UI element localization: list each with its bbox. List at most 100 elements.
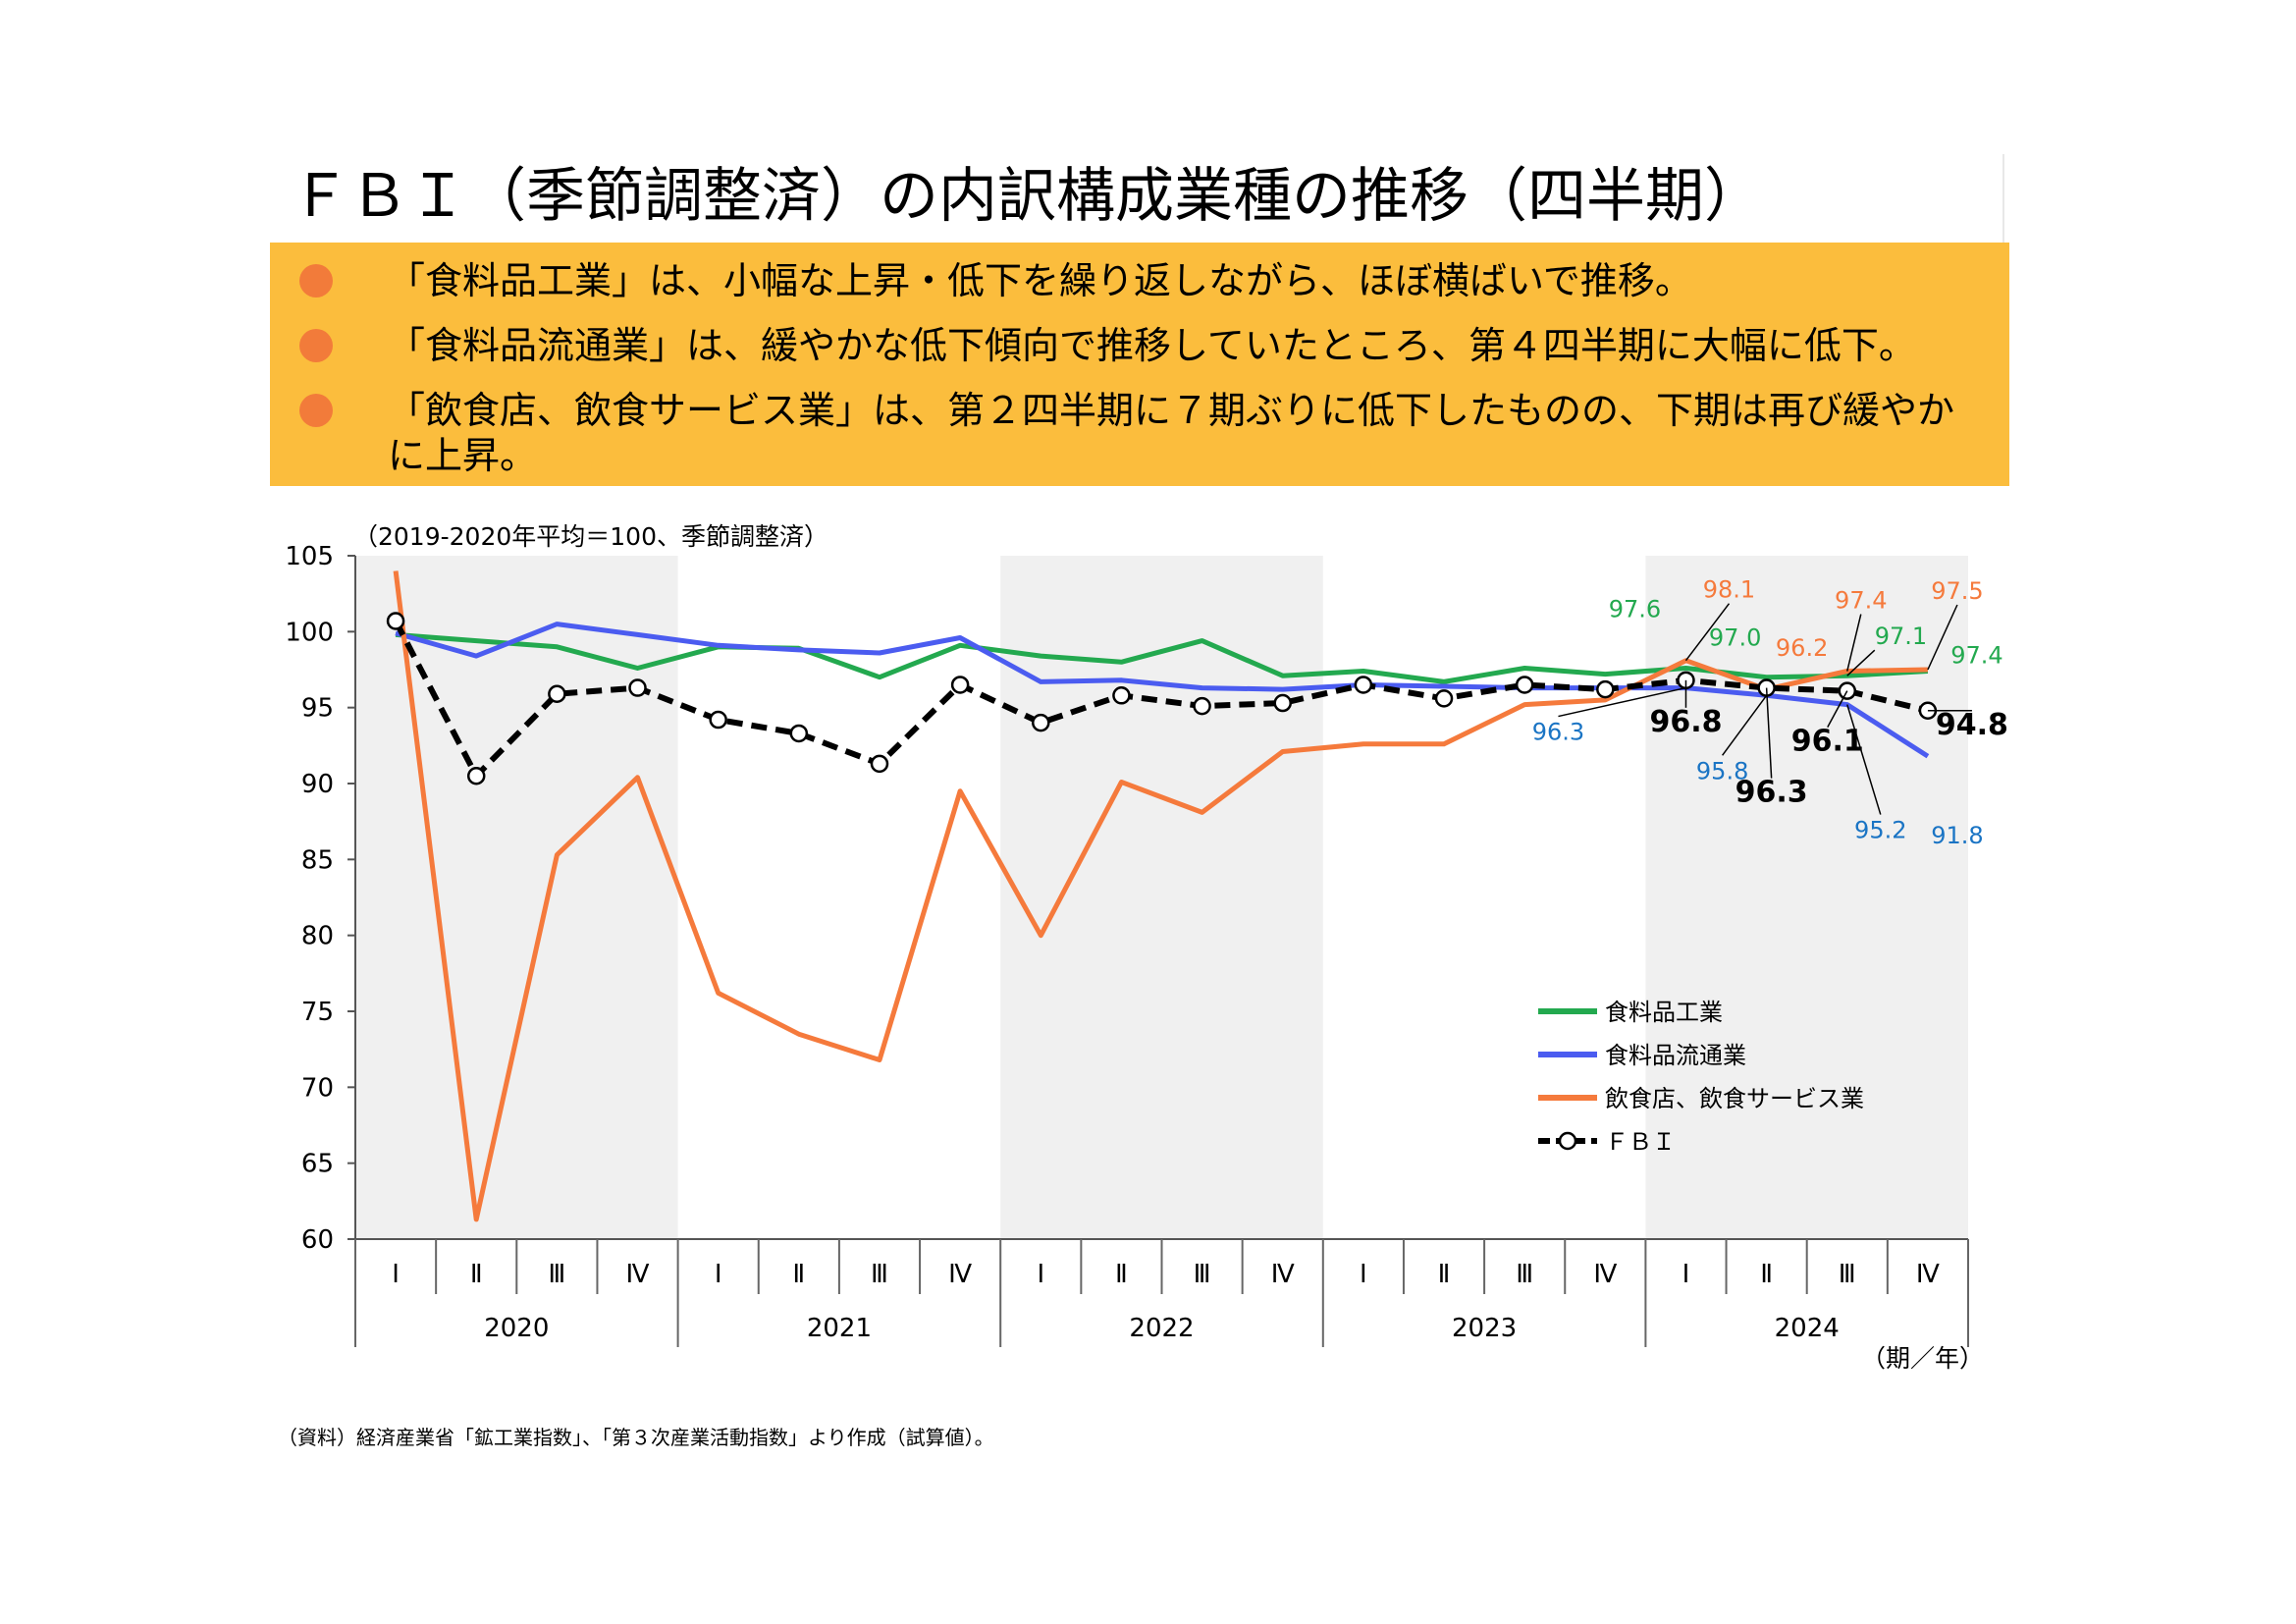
data-label: 96.2	[1776, 634, 1828, 662]
summary-box: 「食料品工業」は、小幅な上昇・低下を繰り返しながら、ほぼ横ばいで推移。 「食料品…	[270, 243, 2009, 486]
quarter-label: Ⅰ	[1682, 1260, 1690, 1289]
legend-label: ＦＢＩ	[1605, 1128, 1676, 1156]
fbi-marker	[386, 612, 405, 630]
quarter-label: Ⅱ	[792, 1260, 805, 1289]
label-leader-line	[1684, 603, 1731, 662]
quarter-label: Ⅰ	[1037, 1260, 1044, 1289]
data-labels: 97.697.0 97.197.498.196.297.4 97.596.395.8…	[1532, 576, 2008, 849]
fbi-marker	[1515, 676, 1534, 694]
summary-text: 「飲食店、飲食サービス業」は、第２四半期に７期ぶりに低下したものの、下期は再び緩…	[388, 389, 1955, 477]
quarter-label: Ⅲ	[1516, 1260, 1533, 1289]
quarter-label: Ⅳ	[1593, 1260, 1617, 1289]
quarter-label: Ⅳ	[1271, 1260, 1295, 1289]
page-title: ＦＢＩ（季節調整済）の内訳構成業種の推移（四半期）	[291, 162, 1763, 231]
year-label: 2021	[807, 1314, 872, 1343]
quarter-label: Ⅳ	[1916, 1260, 1940, 1289]
legend-label: 飲食店、飲食サービス業	[1605, 1085, 1864, 1112]
label-leader-line	[1846, 614, 1862, 672]
data-label: 98.1	[1703, 576, 1755, 604]
year-label: 2022	[1129, 1314, 1194, 1343]
data-label: 97.5	[1931, 577, 1983, 605]
data-label: 97.1	[1875, 623, 1927, 650]
fbi-marker	[1112, 686, 1131, 705]
data-label: 97.4	[1835, 587, 1887, 615]
legend-label: 食料品工業	[1605, 999, 1723, 1026]
data-label: 94.8	[1936, 708, 2008, 742]
fbi-marker	[789, 724, 809, 743]
data-label: 95.8	[1696, 757, 1748, 785]
fbi-marker	[628, 678, 647, 697]
fbi-marker	[950, 676, 970, 694]
y-tick-label: 100	[285, 618, 334, 647]
y-tick-label: 60	[301, 1225, 334, 1255]
y-tick-label: 80	[301, 922, 334, 951]
legend-label: 食料品流通業	[1605, 1042, 1746, 1069]
data-label: 96.3	[1532, 719, 1584, 746]
fbi-marker	[1596, 679, 1615, 699]
summary-text: 「食料品工業」は、小幅な上昇・低下を繰り返しながら、ほぼ横ばいで推移。	[388, 259, 1692, 302]
quarter-label: Ⅳ	[626, 1260, 650, 1289]
quarter-label: Ⅱ	[1760, 1260, 1773, 1289]
data-label: 96.1	[1791, 725, 1864, 759]
quarter-label: Ⅲ	[1839, 1260, 1856, 1289]
series-line	[395, 622, 1930, 759]
series-line	[393, 570, 1928, 1222]
quarter-label: Ⅱ	[470, 1260, 483, 1289]
summary-bullet: 「食料品工業」は、小幅な上昇・低下を繰り返しながら、ほぼ横ばいで推移。	[299, 258, 1968, 303]
y-tick-label: 85	[301, 845, 334, 875]
y-tick-label: 90	[301, 770, 334, 799]
data-label: 91.8	[1931, 822, 1983, 849]
fbi-marker	[1354, 676, 1373, 694]
fbi-marker	[1032, 713, 1050, 732]
fbi-marker	[870, 754, 889, 774]
series-lines	[393, 570, 1930, 1222]
label-leader-line	[1846, 704, 1882, 815]
y-axis-ticks: 105 100 95 90 85 80 75 70 65 60	[285, 542, 355, 1255]
summary-text: 「食料品流通業」は、緩やかな低下傾向で推移していたところ、第４四半期に大幅に低下…	[388, 324, 1916, 367]
label-leader-line	[1846, 649, 1876, 677]
bullet-dot-icon	[299, 264, 333, 298]
label-leaders	[1558, 603, 1972, 815]
x-axis-unit-label: （期／年）	[1861, 1344, 1984, 1373]
year-label: 2024	[1775, 1314, 1840, 1343]
x-axis-categories: Ⅰ Ⅱ Ⅲ Ⅳ Ⅰ Ⅱ Ⅲ Ⅳ Ⅰ Ⅱ Ⅲ Ⅳ Ⅰ Ⅱ Ⅲ Ⅳ Ⅰ Ⅱ Ⅲ Ⅳ 2020 2021 2022 2023 2024	[354, 1239, 1969, 1347]
quarter-label: Ⅲ	[871, 1260, 888, 1289]
fbi-marker	[1434, 689, 1454, 708]
fbi-marker	[709, 710, 727, 730]
quarter-label: Ⅰ	[392, 1260, 400, 1289]
summary-bullet: 「飲食店、飲食サービス業」は、第２四半期に７期ぶりに低下したものの、下期は再び緩…	[299, 388, 1968, 478]
fbi-marker	[1193, 696, 1211, 716]
label-leader-line	[1765, 687, 1773, 779]
y-tick-label: 105	[285, 542, 334, 571]
data-label: 96.3	[1735, 776, 1808, 810]
year-label: 2023	[1452, 1314, 1517, 1343]
data-label: 96.8	[1649, 705, 1722, 739]
fbi-marker	[548, 684, 566, 703]
quarter-label: Ⅰ	[715, 1260, 722, 1289]
label-leader-line	[1827, 690, 1848, 729]
fbi-marker	[1273, 693, 1292, 713]
quarter-label: Ⅰ	[1360, 1260, 1367, 1289]
label-leader-line	[1927, 604, 1958, 671]
y-tick-label: 65	[301, 1150, 334, 1179]
quarter-label: Ⅲ	[1194, 1260, 1211, 1289]
data-label: 97.0	[1709, 624, 1761, 652]
legend-marker	[1558, 1131, 1577, 1151]
label-leader-line	[1558, 686, 1686, 718]
quarter-label: Ⅱ	[1438, 1260, 1451, 1289]
source-note: （資料）経済産業省「鉱工業指数」、「第３次産業活動指数」より作成（試算値）。	[278, 1426, 994, 1449]
data-label: 97.6	[1609, 595, 1661, 623]
quarter-label: Ⅳ	[948, 1260, 972, 1289]
quarter-label: Ⅲ	[548, 1260, 565, 1289]
y-tick-label: 95	[301, 694, 334, 724]
quarter-label: Ⅱ	[1115, 1260, 1128, 1289]
data-label: 95.2	[1854, 817, 1906, 844]
summary-bullet: 「食料品流通業」は、緩やかな低下傾向で推移していたところ、第４四半期に大幅に低下…	[299, 323, 1968, 368]
y-tick-label: 75	[301, 998, 334, 1027]
year-label: 2020	[484, 1314, 549, 1343]
y-tick-label: 70	[301, 1073, 334, 1103]
fbi-marker	[466, 767, 486, 785]
bullet-dot-icon	[299, 329, 333, 362]
